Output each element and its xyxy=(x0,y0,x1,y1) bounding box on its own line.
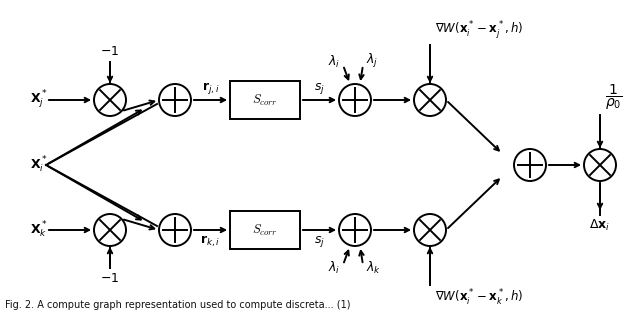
Circle shape xyxy=(159,84,191,116)
Text: $\lambda_k$: $\lambda_k$ xyxy=(366,260,381,276)
Text: $S_{corr}$: $S_{corr}$ xyxy=(252,92,278,108)
Circle shape xyxy=(339,214,371,246)
Circle shape xyxy=(414,214,446,246)
Text: $\mathbf{X}_k^*$: $\mathbf{X}_k^*$ xyxy=(30,220,47,240)
Text: $S_{corr}$: $S_{corr}$ xyxy=(252,222,278,238)
Bar xyxy=(230,211,300,249)
Text: $\Delta \mathbf{x}_i$: $\Delta \mathbf{x}_i$ xyxy=(589,218,611,233)
Circle shape xyxy=(159,214,191,246)
Text: $\mathbf{r}_{j,i}$: $\mathbf{r}_{j,i}$ xyxy=(202,80,220,96)
Circle shape xyxy=(584,149,616,181)
Text: $\nabla W(\mathbf{x}_i^* - \mathbf{x}_j^*, h)$: $\nabla W(\mathbf{x}_i^* - \mathbf{x}_j^… xyxy=(435,20,524,42)
Text: $\nabla W(\mathbf{x}_i^* - \mathbf{x}_k^*, h)$: $\nabla W(\mathbf{x}_i^* - \mathbf{x}_k^… xyxy=(435,288,524,308)
Text: $\dfrac{1}{\rho_0}$: $\dfrac{1}{\rho_0}$ xyxy=(605,83,622,112)
Circle shape xyxy=(94,214,126,246)
Text: $\mathbf{X}_j^*$: $\mathbf{X}_j^*$ xyxy=(30,89,47,111)
Circle shape xyxy=(94,84,126,116)
Text: $\lambda_i$: $\lambda_i$ xyxy=(328,54,340,70)
Text: $\lambda_j$: $\lambda_j$ xyxy=(366,52,378,70)
Circle shape xyxy=(339,84,371,116)
Bar xyxy=(230,81,300,119)
Circle shape xyxy=(414,84,446,116)
Circle shape xyxy=(514,149,546,181)
Text: $\mathbf{X}_i^*$: $\mathbf{X}_i^*$ xyxy=(30,155,47,175)
Text: Fig. 2. A compute graph representation used to compute discreta... (1): Fig. 2. A compute graph representation u… xyxy=(5,300,351,310)
Text: $-1$: $-1$ xyxy=(100,45,120,58)
Text: $-1$: $-1$ xyxy=(100,272,120,285)
Text: $s_j$: $s_j$ xyxy=(314,234,325,249)
Text: $s_j$: $s_j$ xyxy=(314,81,325,96)
Text: $\lambda_i$: $\lambda_i$ xyxy=(328,260,340,276)
Text: $\mathbf{r}_{k,i}$: $\mathbf{r}_{k,i}$ xyxy=(200,234,221,249)
